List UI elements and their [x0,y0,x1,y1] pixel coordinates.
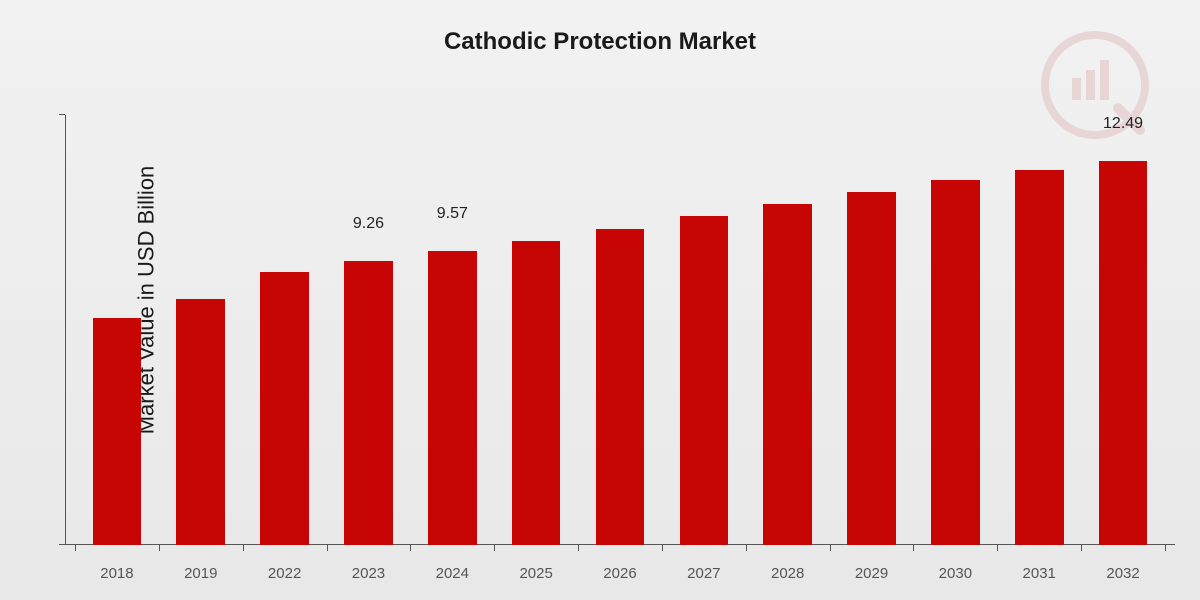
bar [428,251,477,545]
x-axis-tick [410,545,411,551]
bar [512,241,561,545]
x-axis-tick [494,545,495,551]
x-axis-tick-label: 2025 [494,565,578,582]
x-axis-tick-label: 2023 [327,565,411,582]
x-axis-tick-label: 2031 [997,565,1081,582]
x-axis-tick [327,545,328,551]
bar [1015,170,1064,545]
x-axis-tick [997,545,998,551]
bar [260,272,309,545]
chart-title: Cathodic Protection Market [0,28,1200,56]
bar [931,180,980,546]
x-axis-tick [662,545,663,551]
x-axis-tick [159,545,160,551]
bar [344,261,393,545]
bar [176,299,225,545]
bar-slot [243,115,327,545]
bars-container: 9.26 9.57 12.49 [65,115,1175,545]
x-axis-tick-label: 2019 [159,565,243,582]
bar-slot: 12.49 [1081,115,1165,545]
x-axis-tick-label: 2026 [578,565,662,582]
bar-value-label: 9.57 [437,205,468,228]
x-axis-tick [243,545,244,551]
bar-slot [913,115,997,545]
bar [93,318,142,545]
x-axis-tick [1165,545,1166,551]
bar-slot [159,115,243,545]
bar-slot: 9.26 [327,115,411,545]
bar-slot [494,115,578,545]
x-axis-tick-label: 2022 [243,565,327,582]
bar [680,216,729,545]
bar [763,204,812,545]
bar-slot [830,115,914,545]
x-axis-tick [746,545,747,551]
bar [847,192,896,545]
bar-slot [662,115,746,545]
bar-value-label: 12.49 [1103,115,1143,138]
x-axis-labels: 2018201920222023202420252026202720282029… [65,565,1175,582]
x-axis-tick [1081,545,1082,551]
bar [1099,161,1148,545]
bar-slot [75,115,159,545]
y-axis-tick [59,114,65,115]
x-axis-tick-label: 2032 [1081,565,1165,582]
x-axis-tick-label: 2028 [746,565,830,582]
x-axis-tick [830,545,831,551]
x-axis-tick-label: 2029 [830,565,914,582]
plot-area: 9.26 9.57 12.49 [65,115,1175,545]
x-axis-tick-label: 2018 [75,565,159,582]
bar [596,229,645,545]
x-axis-tick [913,545,914,551]
bar-value-label: 9.26 [353,215,384,238]
x-axis-tick-label: 2024 [410,565,494,582]
x-axis-tick [75,545,76,551]
x-axis-tick [578,545,579,551]
x-axis-tick-label: 2030 [913,565,997,582]
x-axis-tick-label: 2027 [662,565,746,582]
bar-slot [997,115,1081,545]
bar-slot [746,115,830,545]
y-axis-tick [59,544,65,545]
bar-slot [578,115,662,545]
bar-slot: 9.57 [410,115,494,545]
